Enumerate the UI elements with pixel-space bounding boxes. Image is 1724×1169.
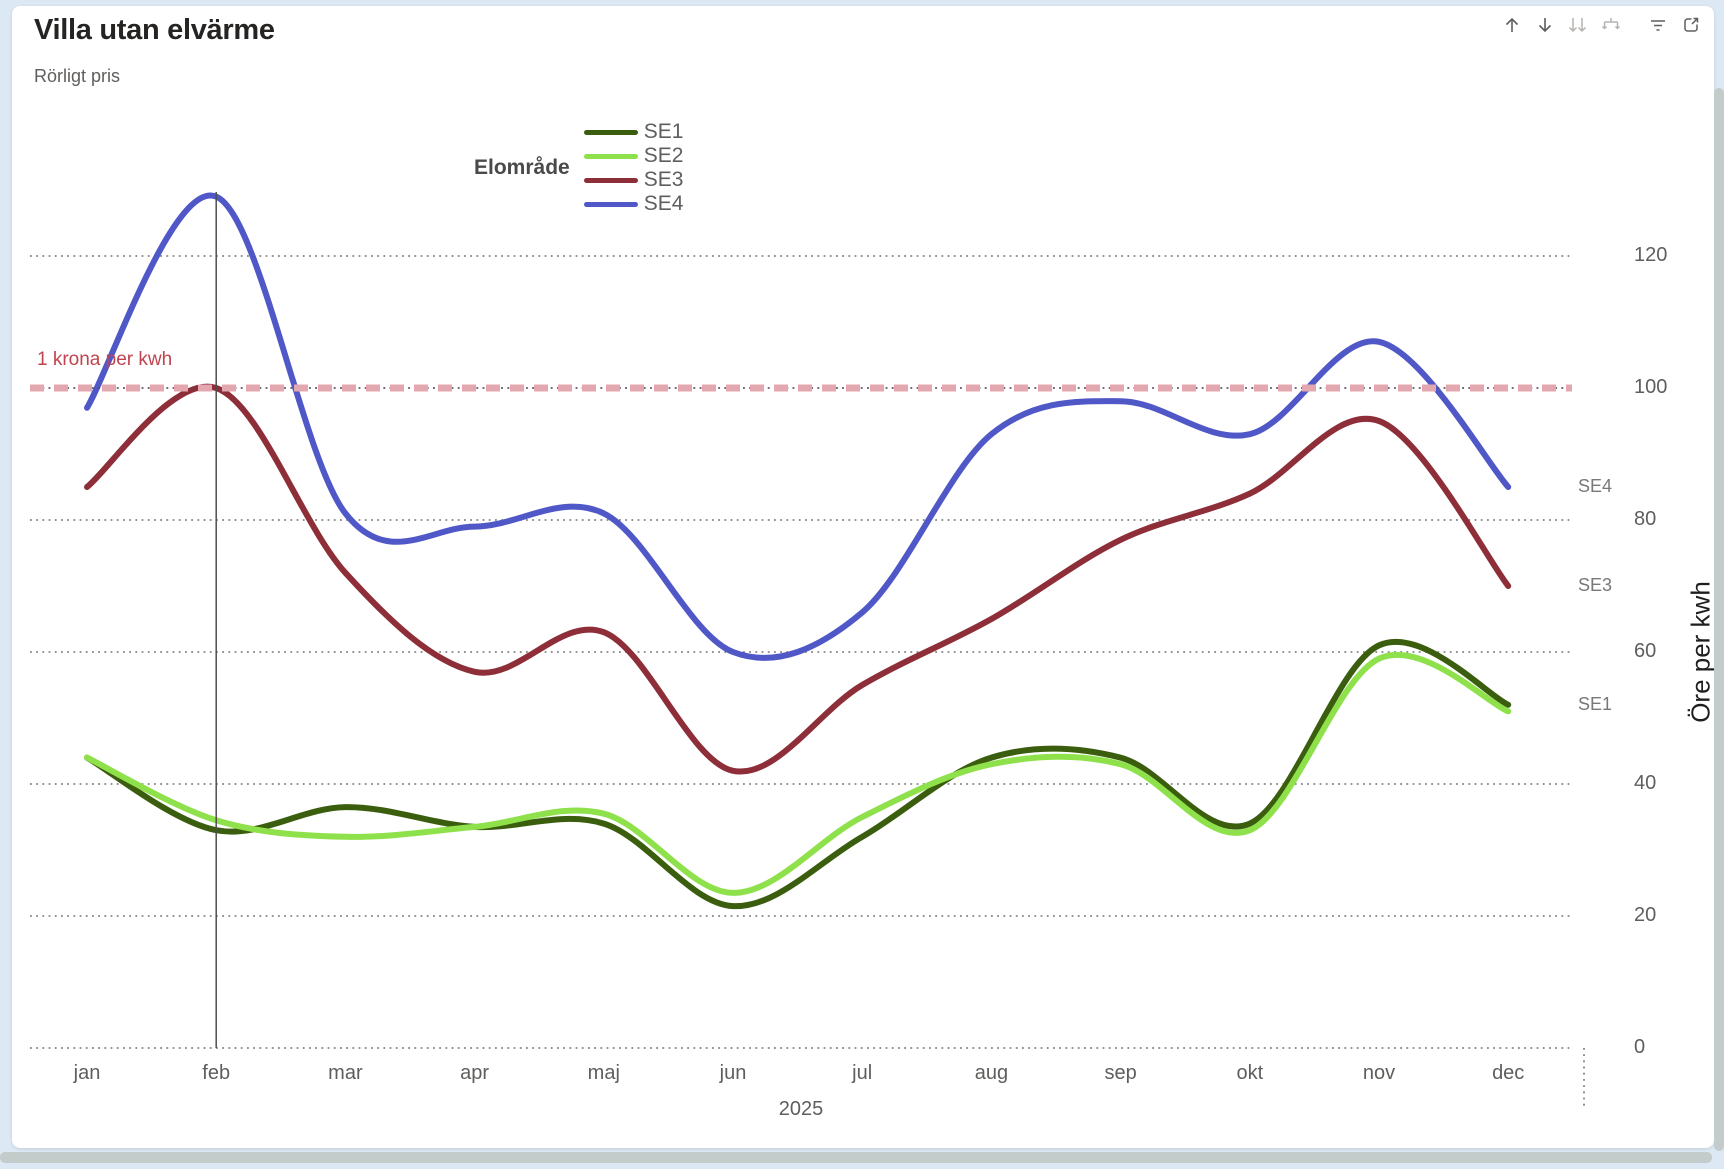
y-tick-label: 60: [1634, 640, 1656, 663]
x-axis-label-jul: jul: [797, 1062, 927, 1085]
series-line-SE2[interactable]: [87, 655, 1508, 893]
y-tick-label: 120: [1634, 244, 1667, 267]
x-axis-label-sep: sep: [1056, 1062, 1186, 1085]
y-axis-title: Öre per kwh: [1686, 581, 1717, 723]
x-axis-label-aug: aug: [926, 1062, 1056, 1085]
series-line-SE4[interactable]: [87, 195, 1508, 657]
series-end-label-SE4: SE4: [1578, 476, 1612, 497]
x-axis-year-label: 2025: [736, 1098, 866, 1121]
x-axis-label-okt: okt: [1185, 1062, 1315, 1085]
y-tick-label: 20: [1634, 904, 1656, 927]
x-axis-label-nov: nov: [1314, 1062, 1444, 1085]
y-tick-label: 80: [1634, 508, 1656, 531]
series-end-label-SE1: SE1: [1578, 694, 1612, 715]
report-visual-card: Villa utan elvärme Rörligt pris: [12, 6, 1714, 1148]
y-tick-label: 40: [1634, 772, 1656, 795]
line-chart[interactable]: [12, 6, 1724, 1169]
vertical-scrollbar[interactable]: [1714, 88, 1724, 1151]
y-tick-label: 0: [1634, 1036, 1645, 1059]
y-tick-label: 100: [1634, 376, 1667, 399]
x-axis-label-jun: jun: [668, 1062, 798, 1085]
reference-line-label: 1 krona per kwh: [37, 349, 172, 371]
x-axis-label-dec: dec: [1443, 1062, 1573, 1085]
x-axis-label-jan: jan: [22, 1062, 152, 1085]
x-axis-label-maj: maj: [539, 1062, 669, 1085]
x-axis-label-mar: mar: [280, 1062, 410, 1085]
x-axis-label-feb: feb: [151, 1062, 281, 1085]
horizontal-scrollbar[interactable]: [0, 1152, 1712, 1163]
x-axis-label-apr: apr: [410, 1062, 540, 1085]
series-end-label-SE3: SE3: [1578, 575, 1612, 596]
series-line-SE3[interactable]: [87, 387, 1508, 772]
